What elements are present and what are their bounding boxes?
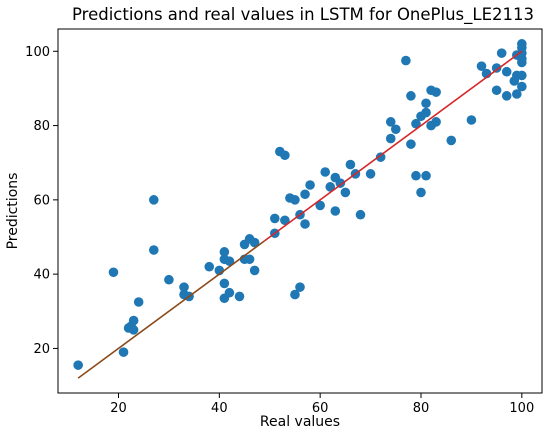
data-point <box>179 282 189 292</box>
data-point <box>421 170 431 181</box>
data-point <box>280 215 290 226</box>
y-tick-label: 20 <box>33 342 50 357</box>
x-tick-label: 40 <box>211 401 228 416</box>
data-point <box>249 265 260 276</box>
x-tick-label: 80 <box>413 401 430 416</box>
data-point <box>224 287 235 298</box>
points-layer <box>73 39 527 370</box>
fit-line-layer <box>77 50 523 379</box>
data-point <box>164 274 174 285</box>
data-point <box>300 189 310 200</box>
data-point <box>406 91 416 101</box>
data-point <box>244 254 255 265</box>
data-point <box>517 81 527 92</box>
fit-line-lower-segment <box>77 240 265 379</box>
data-point <box>375 152 386 162</box>
x-tick-label: 20 <box>110 401 127 416</box>
data-point <box>300 219 310 229</box>
x-tick-label: 60 <box>312 401 329 416</box>
data-point <box>148 195 159 205</box>
data-point <box>335 178 346 188</box>
data-point <box>234 291 245 302</box>
data-point <box>204 261 215 272</box>
data-point <box>345 159 356 170</box>
x-tick-label: 100 <box>509 401 534 416</box>
data-point <box>401 55 411 66</box>
data-point <box>476 61 487 71</box>
y-tick-label: 40 <box>33 268 50 283</box>
data-point <box>73 360 83 370</box>
y-tick-label: 100 <box>25 45 50 60</box>
data-point <box>325 182 336 192</box>
y-axis-label: Predictions <box>5 173 21 250</box>
data-point <box>511 89 522 99</box>
data-point <box>416 187 426 198</box>
data-point <box>269 213 280 224</box>
data-point <box>295 282 305 292</box>
chart-title: Predictions and real values in LSTM for … <box>72 5 534 25</box>
data-point <box>290 195 300 205</box>
data-point <box>411 118 421 129</box>
data-point <box>118 347 129 357</box>
data-point <box>501 66 512 77</box>
data-point <box>491 63 502 73</box>
data-point <box>330 206 341 216</box>
data-point <box>390 124 401 135</box>
plot-area <box>57 28 543 394</box>
data-point <box>128 325 139 335</box>
data-point <box>385 133 396 144</box>
data-point <box>517 57 527 68</box>
data-point <box>496 48 507 58</box>
y-axis: 20 40 60 80 100 <box>25 45 58 357</box>
data-point <box>421 107 431 118</box>
y-tick-label: 60 <box>33 193 50 208</box>
data-point <box>411 170 421 181</box>
x-axis: 20 40 60 80 100 <box>110 393 534 416</box>
data-point <box>305 180 315 190</box>
plot-frame <box>57 28 543 394</box>
data-point <box>219 278 230 289</box>
data-point <box>501 91 512 101</box>
data-point <box>355 209 366 220</box>
data-point <box>219 247 230 257</box>
data-point <box>108 267 119 278</box>
data-point <box>517 70 527 81</box>
data-point <box>421 98 431 109</box>
fit-line-segment <box>264 50 523 242</box>
data-point <box>431 117 441 127</box>
data-point <box>385 117 396 127</box>
data-point <box>365 169 376 179</box>
data-point <box>249 237 260 248</box>
data-point <box>133 297 144 307</box>
x-axis-label: Real values <box>260 414 340 430</box>
data-point <box>280 150 290 161</box>
data-point <box>320 167 331 177</box>
data-point <box>315 200 325 211</box>
data-point <box>491 85 502 96</box>
data-point <box>290 289 300 300</box>
data-point <box>340 187 351 198</box>
data-point <box>148 245 159 255</box>
data-point <box>224 256 235 266</box>
data-point <box>128 315 139 326</box>
data-point <box>466 115 477 125</box>
data-point <box>406 139 416 149</box>
data-point <box>446 135 457 146</box>
data-point <box>431 87 441 97</box>
y-tick-label: 80 <box>33 119 50 134</box>
